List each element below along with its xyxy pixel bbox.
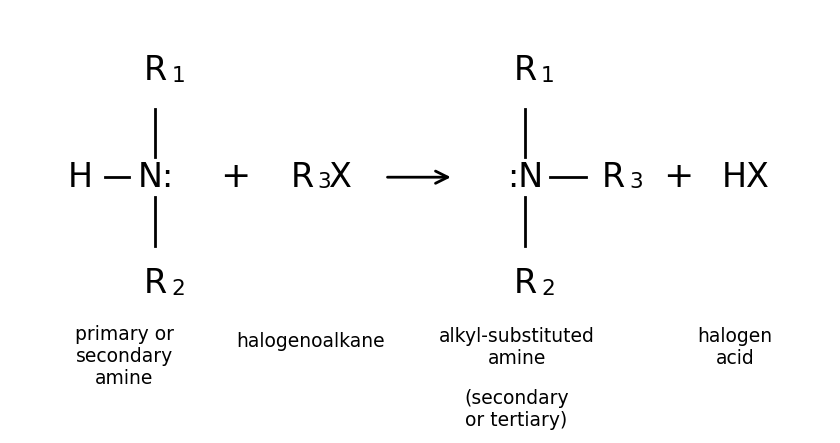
Text: 2: 2 — [171, 279, 185, 299]
Text: R: R — [513, 54, 537, 87]
Text: R: R — [144, 54, 167, 87]
Text: 2: 2 — [541, 279, 554, 299]
Text: :N: :N — [507, 161, 543, 194]
Text: 3: 3 — [629, 172, 643, 192]
Text: R: R — [291, 161, 314, 194]
Text: +: + — [664, 160, 694, 194]
Text: HX: HX — [722, 161, 769, 194]
Text: R: R — [601, 161, 625, 194]
Text: 3: 3 — [318, 172, 331, 192]
Text: R: R — [513, 267, 537, 300]
Text: halogenoalkane: halogenoalkane — [237, 332, 385, 350]
Text: 1: 1 — [541, 66, 554, 86]
Text: (secondary
or tertiary): (secondary or tertiary) — [465, 389, 569, 430]
Text: X: X — [328, 161, 352, 194]
Text: alkyl-substituted
amine: alkyl-substituted amine — [438, 327, 595, 368]
Text: H: H — [67, 161, 92, 194]
Text: R: R — [144, 267, 167, 300]
Text: primary or
secondary
amine: primary or secondary amine — [75, 325, 174, 388]
Text: N:: N: — [137, 161, 174, 194]
Text: 1: 1 — [171, 66, 185, 86]
Text: +: + — [220, 160, 250, 194]
Text: halogen
acid: halogen acid — [697, 327, 773, 368]
